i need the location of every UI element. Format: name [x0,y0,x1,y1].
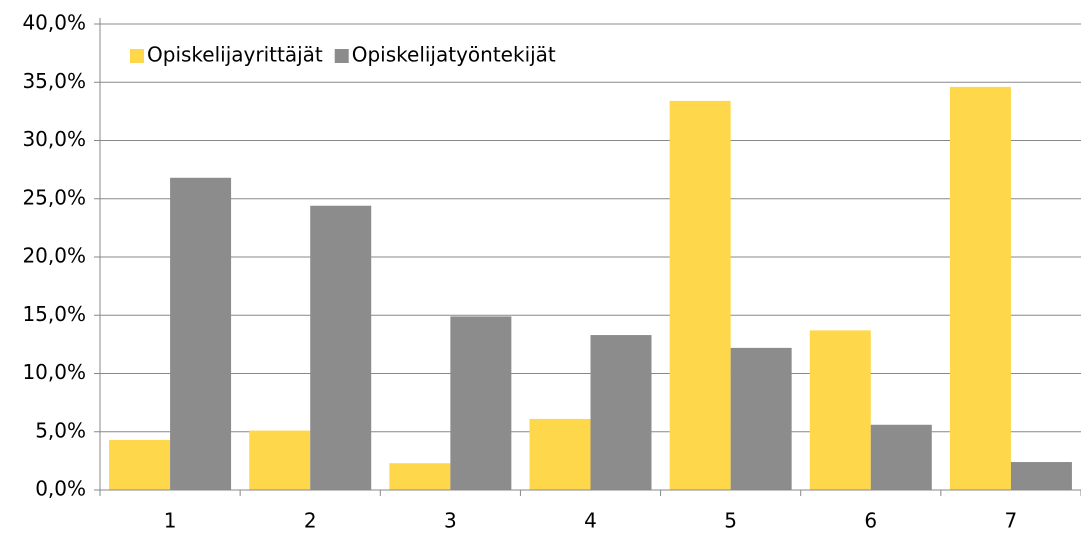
x-tick-label: 6 [864,509,877,533]
bar [669,100,731,490]
x-tick-label: 5 [724,509,737,533]
bar [730,347,792,490]
bar [389,463,451,490]
y-tick-label: 25,0% [22,185,86,209]
bar [310,205,372,491]
bar [109,439,171,490]
y-tick-label: 40,0% [22,11,86,35]
bar [170,177,232,490]
y-tick-label: 30,0% [22,127,86,151]
y-tick-label: 0,0% [35,477,86,501]
x-tick-label: 2 [304,509,317,533]
bar [590,335,652,490]
y-tick-label: 5,0% [35,418,86,442]
x-tick-label: 7 [1005,509,1018,533]
x-tick-label: 4 [584,509,597,533]
y-tick-label: 35,0% [22,69,86,93]
legend-swatch [334,49,349,63]
legend-label: Opiskelijatyöntekijät [352,43,556,67]
y-tick-label: 20,0% [22,244,86,268]
y-tick-label: 10,0% [22,360,86,384]
legend-swatch [130,49,144,63]
bar [450,316,512,490]
x-tick-label: 3 [444,509,457,533]
bar [529,418,591,490]
y-tick-label: 15,0% [22,302,86,326]
x-tick-label: 1 [164,509,177,533]
bar [949,86,1011,490]
bar [870,424,932,490]
bar [1010,462,1072,490]
legend-label: Opiskelijayrittäjät [147,43,323,67]
bar [249,430,311,490]
bar [809,330,871,490]
